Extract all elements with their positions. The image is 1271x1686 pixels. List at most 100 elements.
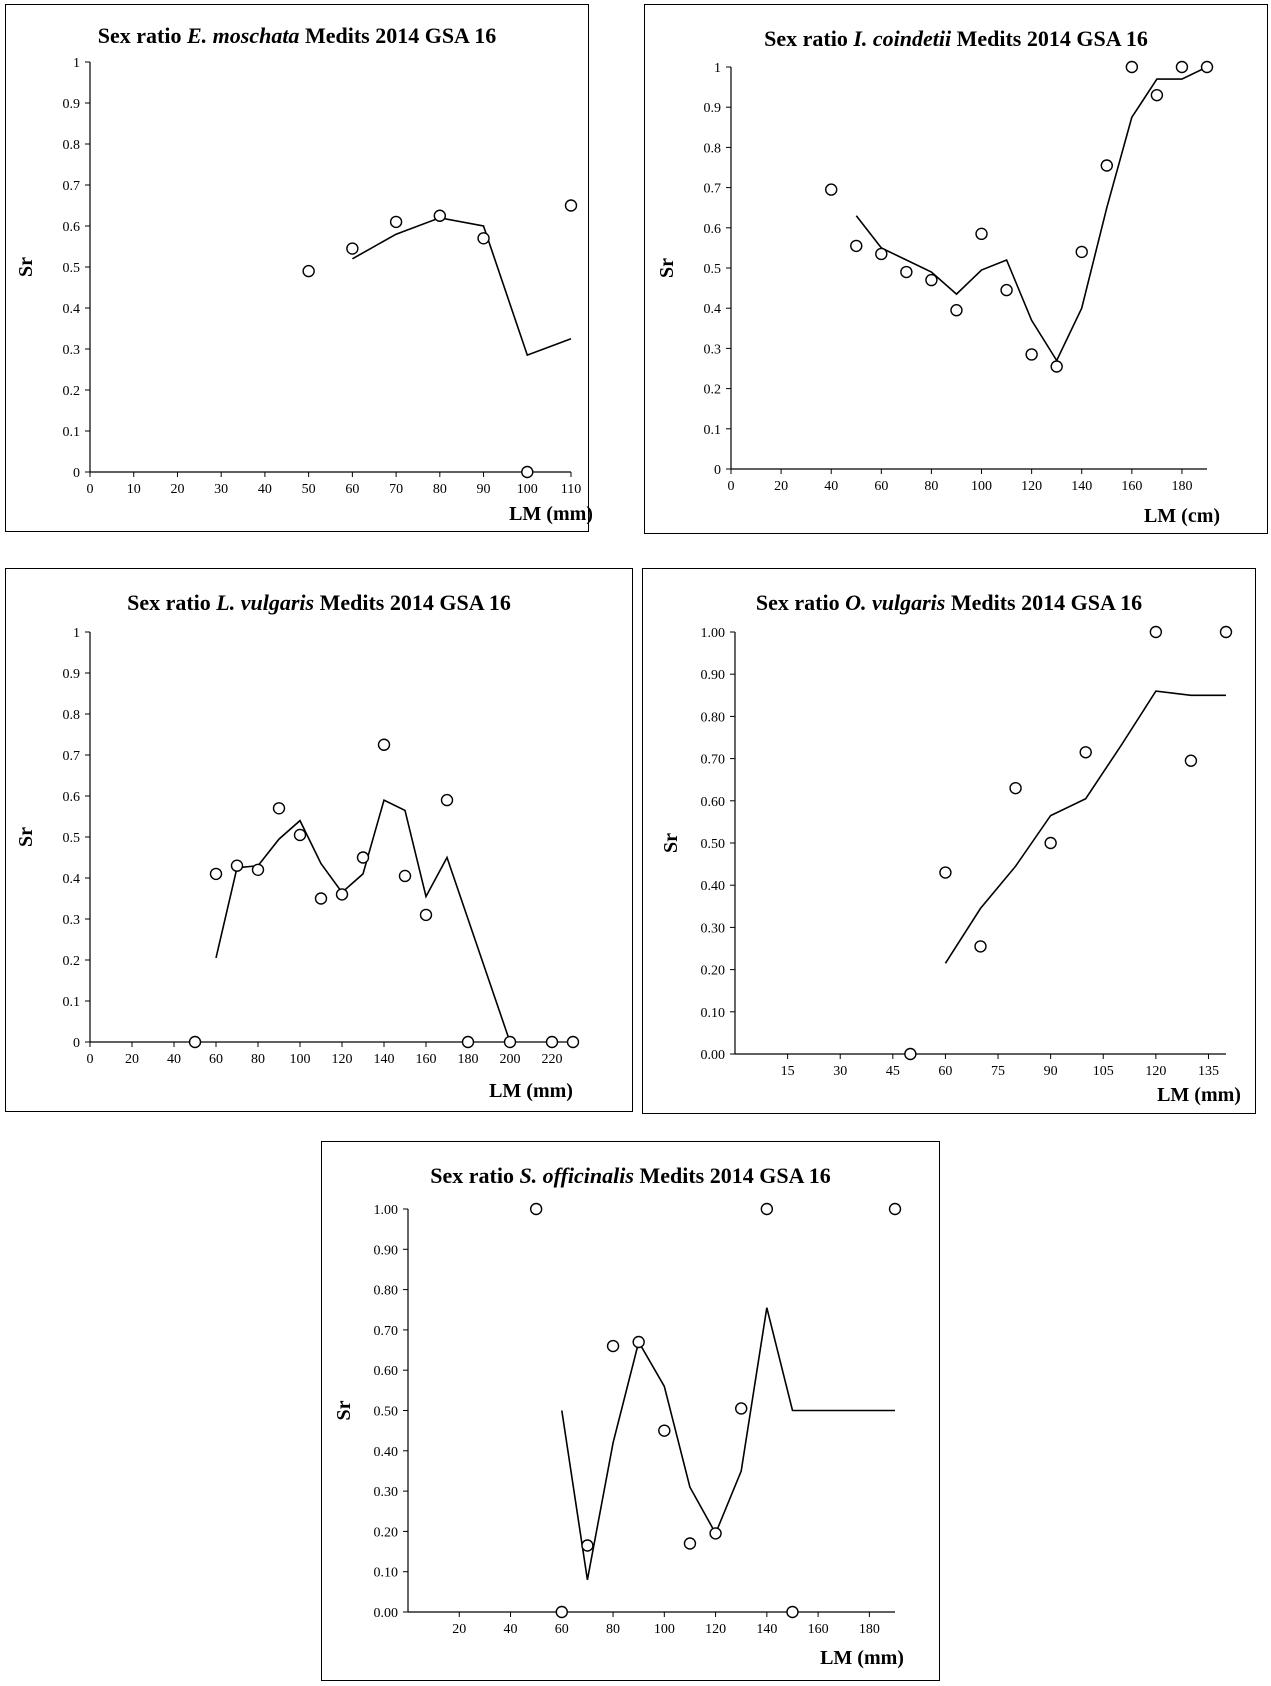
data-point — [1200, 60, 1214, 74]
y-tick-label: 0.1 — [704, 423, 722, 438]
x-axis-label: LM (mm) — [1157, 1084, 1241, 1106]
data-point — [433, 209, 447, 222]
y-tick-label: 0.4 — [63, 302, 81, 317]
chart-panel-e-moschata: Sex ratio E. moschata Medits 2014 GSA 16… — [5, 4, 593, 532]
data-point — [419, 908, 433, 922]
data-point — [398, 869, 412, 883]
x-tick-label: 100 — [517, 482, 538, 497]
title-prefix: Sex ratio — [97, 23, 187, 48]
chart-title: Sex ratio L. vulgaris Medits 2014 GSA 16 — [6, 590, 632, 616]
data-point — [606, 1339, 620, 1353]
data-point — [786, 1605, 799, 1619]
y-tick-label: 0.7 — [63, 749, 81, 764]
x-tick-label: 0 — [87, 482, 94, 497]
x-tick-label: 70 — [389, 482, 403, 497]
y-tick-label: 0.70 — [374, 1324, 399, 1339]
y-tick-label: 0.5 — [704, 262, 722, 277]
y-tick-label: 0.10 — [374, 1566, 399, 1581]
y-tick-label: 1.00 — [374, 1203, 399, 1218]
y-tick-label: 0.10 — [701, 1006, 726, 1021]
data-point — [1150, 88, 1164, 102]
y-tick-label: 0.8 — [63, 708, 81, 723]
data-point — [1044, 836, 1057, 850]
y-tick-label: 0.50 — [701, 837, 726, 852]
y-tick-label: 0.8 — [63, 138, 81, 153]
x-tick-label: 40 — [167, 1052, 181, 1067]
y-tick-label: 0.00 — [374, 1606, 399, 1621]
x-tick-label: 160 — [808, 1622, 829, 1637]
data-point — [904, 1047, 917, 1061]
y-tick-label: 1 — [73, 626, 80, 641]
data-point — [440, 793, 454, 807]
chart-plot-s-officinalis: 0.00 0.10 0.20 0.30 0.40 0.50 0.60 0.70 0.80 0.90… — [333, 1202, 904, 1669]
x-tick-label: 140 — [374, 1052, 395, 1067]
x-tick-label: 120 — [1021, 479, 1042, 494]
x-tick-label: 180 — [859, 1622, 880, 1637]
y-tick-label: 0.90 — [701, 668, 726, 683]
data-point — [888, 1202, 902, 1216]
data-point — [335, 888, 349, 901]
y-tick-label: 0.7 — [63, 179, 81, 194]
data-point — [209, 867, 223, 881]
x-tick-label: 160 — [416, 1052, 437, 1067]
chart-panel-s-officinalis: Sex ratio S. officinalis Medits 2014 GSA… — [321, 1141, 940, 1681]
data-point — [735, 1402, 748, 1415]
data-point — [188, 1035, 202, 1049]
chart-title: Sex ratio E. moschata Medits 2014 GSA 16 — [6, 23, 588, 49]
y-tick-label: 0.80 — [701, 710, 726, 725]
y-tick-label: 0.2 — [704, 383, 722, 398]
x-tick-label: 120 — [705, 1622, 726, 1637]
chart-title: Sex ratio O. vulgaris Medits 2014 GSA 16 — [643, 590, 1255, 616]
x-tick-label: 40 — [504, 1622, 518, 1637]
x-axis-label: LM (mm) — [509, 503, 593, 525]
y-tick-label: 0.7 — [704, 182, 722, 197]
x-tick-label: 180 — [458, 1052, 479, 1067]
x-tick-label: 20 — [170, 482, 184, 497]
data-point — [1050, 360, 1063, 373]
y-tick-label: 0.30 — [701, 921, 726, 936]
y-tick-label: 0.9 — [63, 97, 81, 112]
data-point — [1175, 60, 1189, 74]
x-tick-label: 80 — [606, 1622, 620, 1637]
data-point — [477, 232, 490, 245]
data-point — [1025, 348, 1038, 361]
x-tick-label: 20 — [774, 479, 788, 494]
title-prefix: Sex ratio — [764, 26, 854, 51]
y-tick-label: 0.90 — [374, 1243, 399, 1258]
y-axis-label: Sr — [333, 1400, 355, 1420]
y-tick-label: 0.3 — [63, 343, 81, 358]
title-suffix: Medits 2014 GSA 16 — [951, 26, 1148, 51]
y-axis-label: Sr — [15, 257, 37, 277]
x-tick-label: 0 — [87, 1052, 94, 1067]
title-suffix: Medits 2014 GSA 16 — [299, 23, 497, 48]
y-tick-label: 0.2 — [63, 954, 81, 969]
fitted-line — [352, 216, 572, 357]
data-point — [850, 239, 863, 253]
data-point — [555, 1605, 568, 1619]
data-point — [272, 802, 286, 815]
data-point — [1184, 754, 1198, 767]
data-point — [389, 215, 403, 229]
title-species: I. coindetii — [853, 26, 952, 51]
fitted-line — [944, 690, 1226, 964]
data-point — [230, 859, 244, 872]
data-point — [1000, 283, 1013, 297]
data-point — [251, 863, 265, 876]
y-tick-label: 0.40 — [701, 879, 726, 894]
y-tick-label: 1 — [73, 56, 80, 71]
x-tick-label: 100 — [290, 1052, 311, 1067]
y-tick-label: 0.60 — [374, 1364, 399, 1379]
data-point — [529, 1202, 543, 1216]
data-point — [925, 273, 938, 287]
data-point — [658, 1424, 671, 1437]
x-tick-label: 20 — [125, 1052, 139, 1067]
data-point — [632, 1335, 645, 1349]
y-tick-label: 0.3 — [63, 913, 81, 928]
data-point — [709, 1527, 722, 1540]
data-point — [1009, 781, 1022, 795]
fitted-line — [855, 66, 1208, 363]
y-tick-label: 0.30 — [374, 1485, 399, 1500]
title-species: E. moschata — [186, 23, 300, 48]
chart-panel-i-coindetii: Sex ratio I. coindetii Medits 2014 GSA 1… — [644, 4, 1268, 534]
x-tick-label: 0 — [728, 479, 735, 494]
